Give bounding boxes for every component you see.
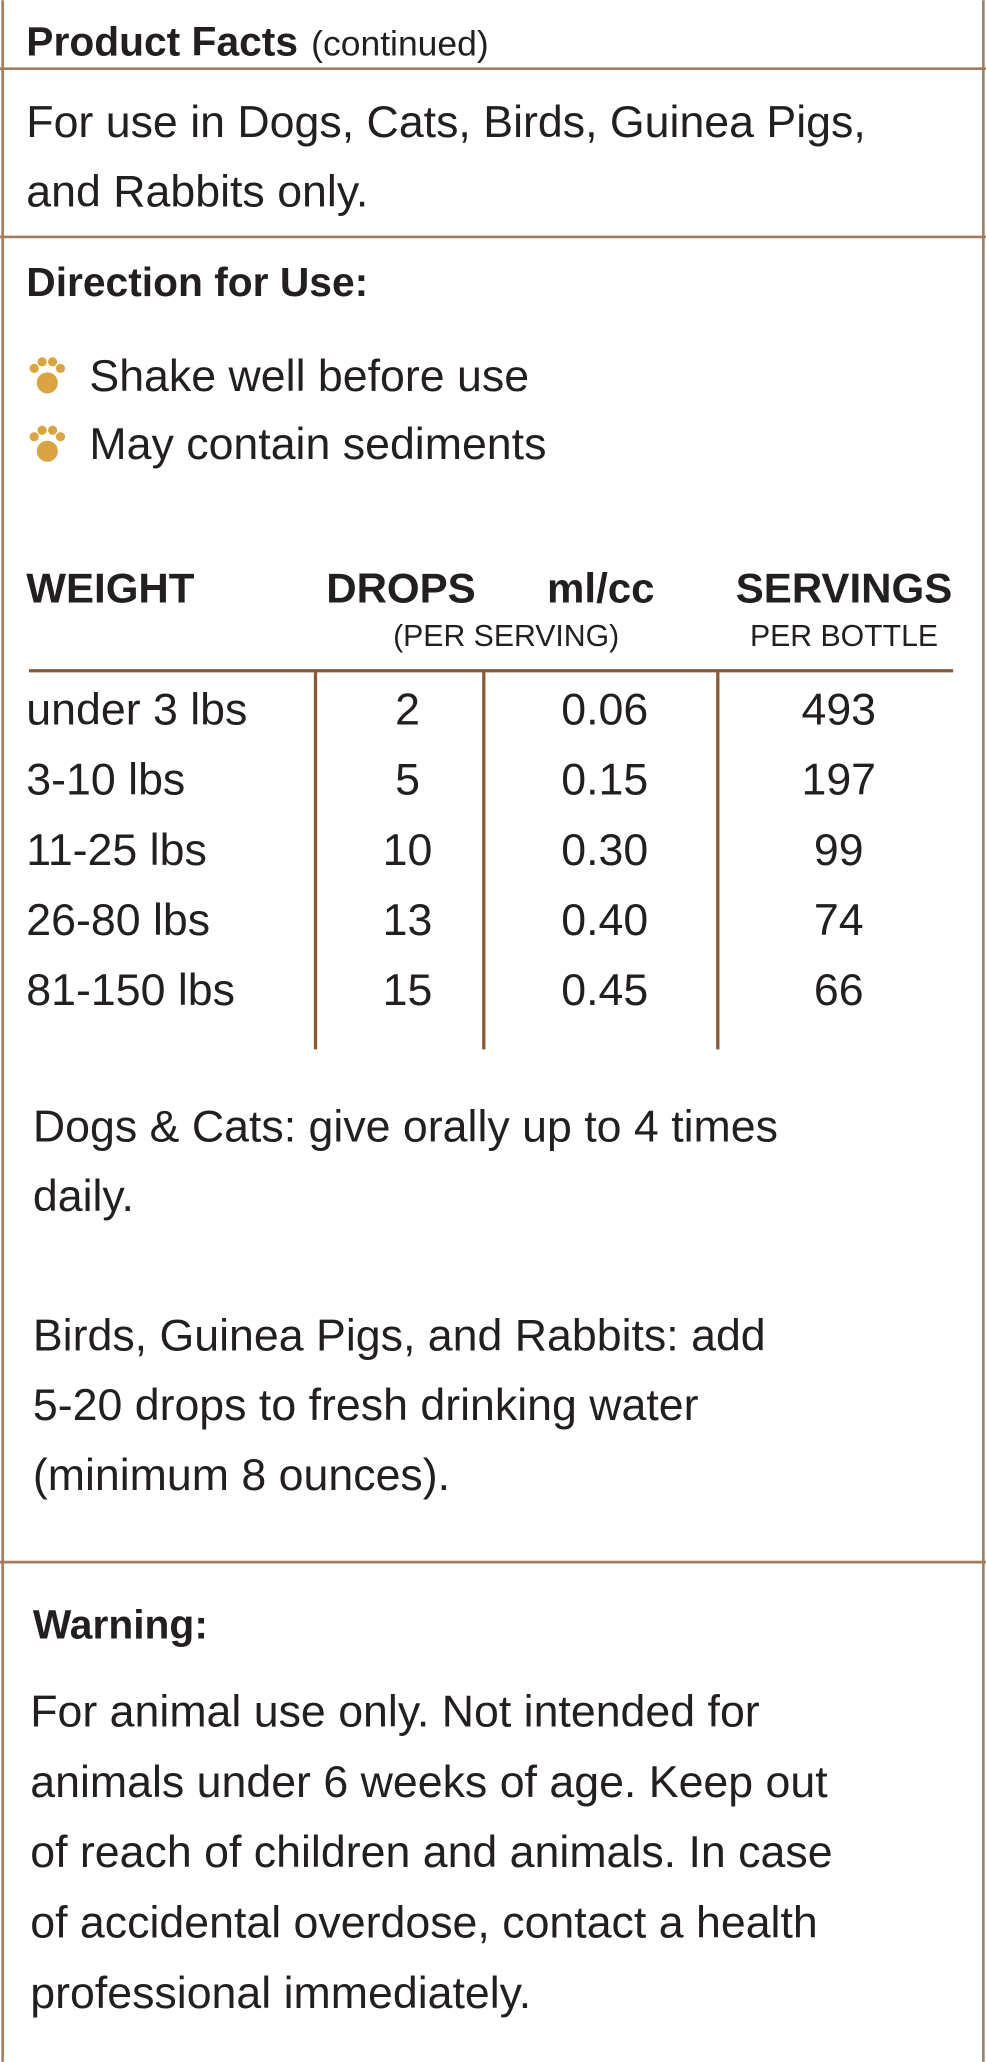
paw-part <box>47 357 58 367</box>
warning-line: professional immediately. <box>30 1969 531 2018</box>
paw-part <box>37 357 47 367</box>
warning-line: For animal use only. Not intended for <box>30 1687 760 1736</box>
table-cell: 2 <box>395 686 420 735</box>
table-cell: under 3 lbs <box>26 686 247 735</box>
column-subheader: (PER SERVING) <box>393 620 619 653</box>
paw-icon <box>29 357 66 394</box>
title: Product Facts (continued) <box>26 19 488 65</box>
table-cell: 0.30 <box>561 826 648 875</box>
table-cell: 81-150 lbs <box>26 966 235 1015</box>
paw-part <box>36 440 58 462</box>
table-cell: 26-80 lbs <box>26 896 210 945</box>
table-cell: 0.06 <box>561 686 648 735</box>
paw-part <box>55 432 66 442</box>
paw-part <box>36 372 58 394</box>
column-subheader: PER BOTTLE <box>750 620 938 653</box>
bullet: May contain sediments <box>89 420 546 469</box>
title-text: Product Facts <box>26 19 298 65</box>
paw-part <box>29 432 39 442</box>
table-cell: 493 <box>801 686 876 735</box>
table-cell: 3-10 lbs <box>26 756 185 805</box>
column-header: ml/cc <box>547 564 655 611</box>
table-cell: 74 <box>814 896 864 945</box>
bullet: Shake well before use <box>89 352 529 401</box>
subtitle: (continued) <box>311 24 489 64</box>
table-cell: 10 <box>383 826 433 875</box>
note-line: Birds, Guinea Pigs, and Rabbits: add <box>33 1311 766 1360</box>
table-cell: 197 <box>801 756 876 805</box>
paw-icon <box>29 425 66 462</box>
table-cell: 66 <box>814 966 864 1015</box>
table-cell: 11-25 lbs <box>26 826 207 875</box>
column-header: WEIGHT <box>26 564 194 611</box>
table-cell: 0.15 <box>561 756 648 805</box>
table-cell: 0.45 <box>561 966 648 1015</box>
paw-part <box>29 363 39 374</box>
paw-part <box>37 425 47 435</box>
section-title: Warning: <box>33 1601 208 1647</box>
note-line: daily. <box>33 1172 134 1221</box>
note-line: 5-20 drops to fresh drinking water <box>33 1381 699 1430</box>
table-cell: 13 <box>383 896 433 945</box>
column-header: DROPS <box>326 564 476 611</box>
usage-line: For use in Dogs, Cats, Birds, Guinea Pig… <box>26 98 865 147</box>
note-line: (minimum 8 ounces). <box>33 1451 450 1500</box>
table-cell: 15 <box>383 966 433 1015</box>
table-cell: 5 <box>395 756 420 805</box>
warning-line: animals under 6 weeks of age. Keep out <box>30 1758 828 1807</box>
column-header: SERVINGS <box>736 564 953 611</box>
warning-line: of accidental overdose, contact a health <box>30 1898 818 1947</box>
note-line: Dogs & Cats: give orally up to 4 times <box>33 1102 778 1151</box>
warning-line: of reach of children and animals. In cas… <box>30 1828 832 1877</box>
table-cell: 99 <box>814 826 864 875</box>
paw-part <box>55 363 66 374</box>
paw-part <box>47 425 58 435</box>
usage-line: and Rabbits only. <box>26 168 368 217</box>
section-title: Direction for Use: <box>26 259 368 305</box>
table-cell: 0.40 <box>561 896 648 945</box>
